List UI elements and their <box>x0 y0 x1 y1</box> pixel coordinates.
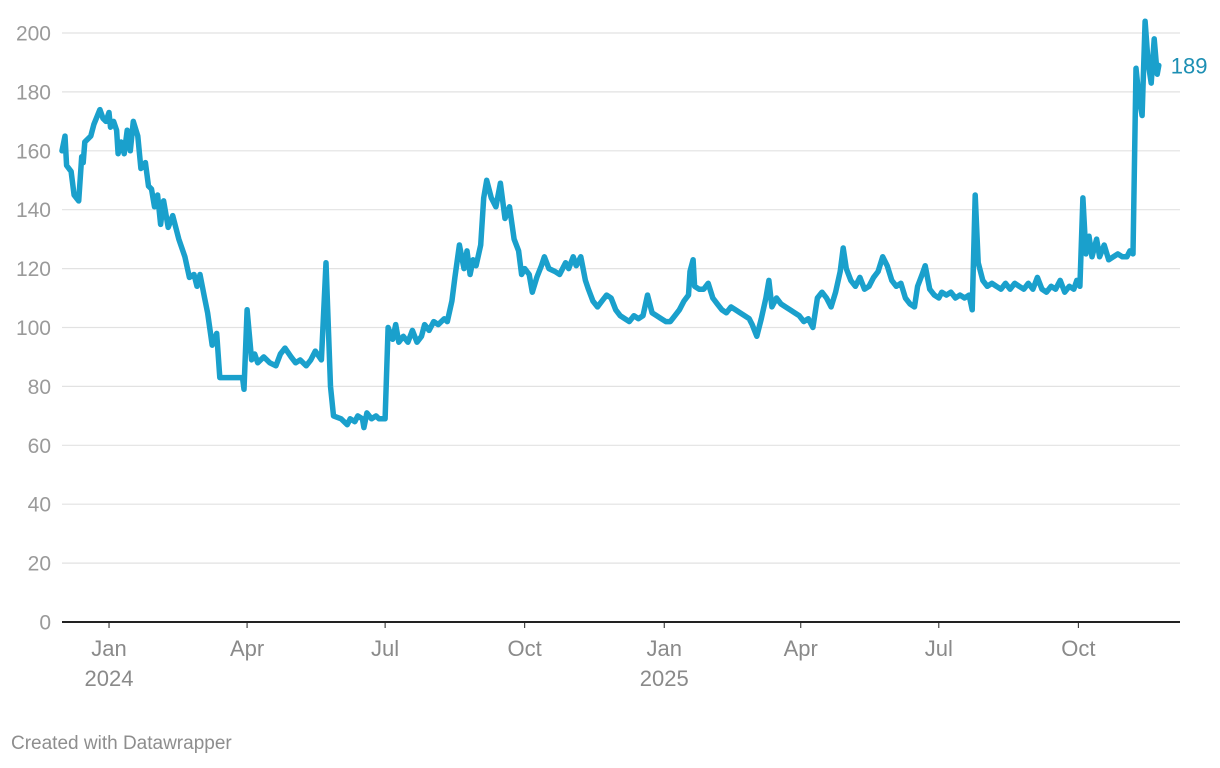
y-tick-label: 160 <box>16 140 51 163</box>
y-tick-label: 80 <box>28 376 51 399</box>
x-tick-label: Oct <box>508 636 542 661</box>
x-tick-year-label: 2025 <box>640 666 689 691</box>
y-tick-label: 20 <box>28 553 51 576</box>
y-tick-label: 120 <box>16 258 51 281</box>
series-end-value-label: 189 <box>1171 53 1208 78</box>
y-tick-label: 0 <box>39 612 51 635</box>
line-chart: 0 20 40 60 80 100 120 140 160 180 200 Jan 2024 Apr Ju… <box>16 18 1208 691</box>
x-tick-label: Jul <box>371 636 399 661</box>
y-tick-label: 40 <box>28 494 51 517</box>
y-axis-tick-labels: 0 20 40 60 80 100 120 140 160 180 200 <box>16 23 51 635</box>
y-tick-label: 60 <box>28 435 51 458</box>
x-tick-label: Apr <box>784 636 818 661</box>
x-tick-label: Jul <box>925 636 953 661</box>
series-line <box>59 18 1162 431</box>
y-tick-label: 180 <box>16 81 51 104</box>
gridlines <box>62 32 1180 564</box>
x-tick-label: Oct <box>1061 636 1095 661</box>
x-tick-label: Jan <box>646 636 681 661</box>
y-tick-label: 140 <box>16 199 51 222</box>
datawrapper-credit: Created with Datawrapper <box>11 733 232 754</box>
x-tick-year-label: 2024 <box>85 666 134 691</box>
x-tick-label: Apr <box>230 636 264 661</box>
y-tick-label: 200 <box>16 23 51 46</box>
x-axis-tick-labels: Jan 2024 Apr Jul Oct Jan 2025 Apr Jul Oct <box>85 622 1095 691</box>
y-tick-label: 100 <box>16 317 51 340</box>
x-tick-label: Jan <box>91 636 126 661</box>
